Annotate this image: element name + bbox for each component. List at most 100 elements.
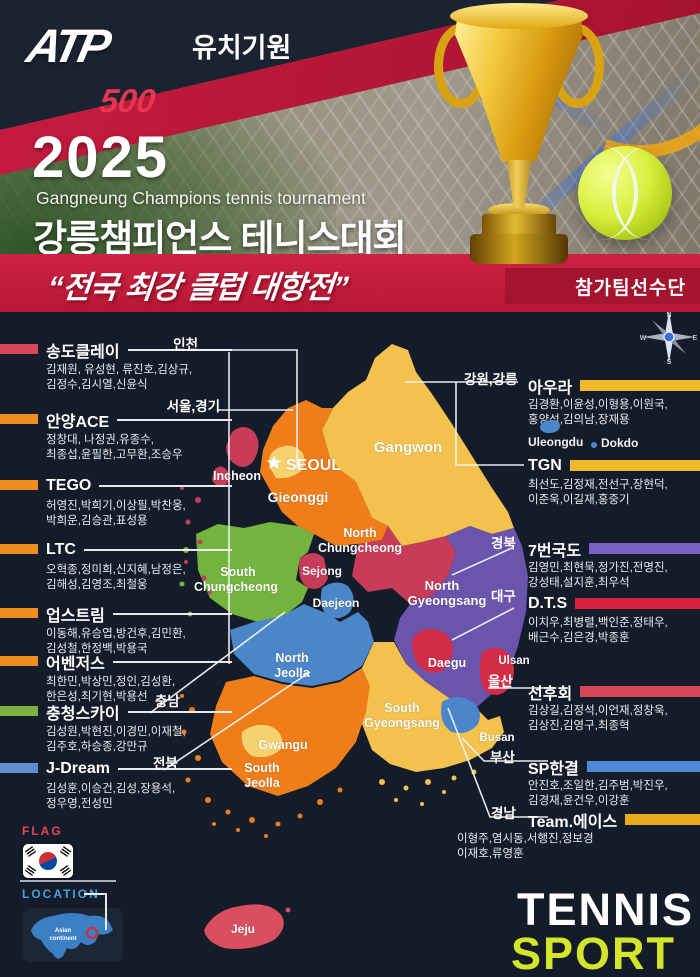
- team-players: 최선도,김정재,전선구,장현덕,: [528, 479, 668, 491]
- team-block-upstream: 업스트림 이동해,유승엽,방건후,김민환, 김성철,한정백,박용국: [0, 605, 232, 657]
- team-block-tego: TEGO 허영진,박희기,이상필,박찬웅, 박희운,김승관,표성용: [0, 477, 232, 529]
- map-label-north-gyeongsang: North: [425, 578, 460, 593]
- team-name: 선후회: [528, 685, 573, 703]
- asia-continent-shape: [31, 913, 113, 959]
- map-label-south-jeolla: Jeolla: [244, 776, 280, 790]
- map-region-gangwon: [322, 344, 514, 546]
- team-players: 이동해,유승엽,방건후,김민환,: [46, 628, 186, 640]
- team-color-bar: [625, 814, 700, 825]
- year-title: 2025: [32, 125, 170, 190]
- team-name: D.T.S: [528, 594, 568, 612]
- team-color-bar: [569, 460, 700, 471]
- team-name: TEGO: [46, 477, 92, 494]
- team-name: 안양ACE: [46, 414, 110, 431]
- trophy-base: [482, 214, 556, 236]
- team-block-tgn: TGN 최선도,김정재,전선구,장현덕, 이준욱,이길재,홍중기: [528, 456, 700, 508]
- svg-text:N: N: [666, 312, 671, 319]
- region-label-daegu: 대구: [491, 589, 516, 604]
- atp-500-label: 500: [97, 82, 158, 119]
- flag-section-label: FLAG: [22, 824, 63, 838]
- team-players: 김주호,하승종,강만규: [46, 741, 148, 753]
- svg-text:E: E: [693, 335, 698, 342]
- map-region-south-chungcheong: [196, 522, 314, 622]
- map-label-daegu: Daegu: [428, 656, 466, 670]
- team-color-bar: [0, 414, 38, 424]
- map-region-daejeon: [320, 582, 354, 619]
- korean-title: 강릉챔피언스 테니스대회: [33, 218, 407, 254]
- dokdo-label: Dokdo: [601, 436, 639, 450]
- trophy-rim: [450, 3, 588, 29]
- team-underline: [112, 613, 232, 615]
- map-label-sejong: Sejong: [302, 564, 342, 578]
- team-name: 충청스카이: [46, 706, 120, 723]
- team-players: 박희운,김승관,표성용: [46, 515, 148, 527]
- map-label-gangwon: Gangwon: [374, 439, 442, 456]
- region-label-ulsan: 울산: [488, 674, 513, 689]
- brand-sport: SPORT: [510, 928, 676, 977]
- team-name: J-Dream: [46, 760, 111, 777]
- team-players: 이재호,류영훈: [457, 848, 524, 860]
- team-block-sp-hangyeol: SP한결 안진호,조일한,김주범,박진우, 김경재,윤건우,이강훈: [528, 757, 700, 809]
- team-players: 배근수,김은경,박종훈: [528, 632, 630, 644]
- team-block-seonhuhoe: 선후회 김상길,김정석,이언재,정창욱, 김상진,김영구,최종혁: [528, 682, 700, 734]
- team-underline: [127, 711, 232, 713]
- tennis-ball-icon: [578, 146, 672, 240]
- team-players: 최종섭,윤필한,고무환,조승우: [46, 449, 183, 461]
- participants-ribbon-label: 참가팀선수단: [575, 277, 686, 299]
- team-players: 김경재,윤건우,이강훈: [528, 795, 630, 807]
- region-label-gyeongbuk: 경북: [491, 536, 516, 551]
- team-block-chungcheong-sky: 충청스카이 김성원,박현진,이경민,이재철, 김주호,하승종,강만규: [0, 703, 232, 755]
- team-block-jdream: J-Dream 김성훈,이승건,김성,장용석, 정우영,전성민: [0, 760, 232, 812]
- team-players: 김영민,최현묵,정가진,전명진,: [528, 562, 668, 574]
- team-color-bar: [0, 344, 38, 354]
- map-label-gwangju: Gwangu: [258, 738, 307, 752]
- team-players: 허영진,박희기,이상필,박찬웅,: [46, 500, 186, 512]
- team-color-bar: [0, 763, 38, 773]
- map-label-south-gyeongsang: Gyeongsang: [364, 716, 440, 730]
- map-label-gyeonggi: Gieonggi: [268, 489, 329, 505]
- korea-flag-icon: [23, 844, 73, 878]
- footer-divider: [20, 880, 116, 882]
- team-name: TGN: [528, 456, 562, 474]
- map-label-south-chungcheong: Chungcheong: [194, 580, 278, 594]
- team-name: LTC: [46, 541, 76, 558]
- trophy-icon: [434, 2, 604, 302]
- team-players: 최한민,박상민,정인,김성환,: [46, 676, 176, 688]
- ulleungdo-label: Uleongdu: [528, 435, 584, 449]
- team-block-songdoclay: 송도클레이 김재원, 유성현, 류진호,김상규, 김정수,김시열,신윤식: [0, 341, 232, 393]
- dokdo-island: [591, 442, 597, 448]
- team-name: 업스트림: [46, 608, 105, 625]
- team-players: 이치우,최병렬,백인준,정태우,: [528, 617, 668, 629]
- trigram-icon: [59, 846, 72, 857]
- team-block-ltc: LTC 오혁종,정미희,신지혜,남정은, 김해성,김영조,최철웅: [0, 541, 232, 593]
- svg-text:S: S: [667, 359, 672, 366]
- region-label-gyeongnam: 경남: [491, 806, 516, 821]
- trophy-base: [470, 234, 568, 264]
- map-region-ulsan: [479, 647, 514, 695]
- atp-logo: ATP: [22, 19, 113, 72]
- team-players: 강성태,설지훈,최우석: [528, 577, 630, 589]
- map-region-jeju: [204, 904, 284, 949]
- location-section-label: LOCATION: [22, 887, 100, 901]
- team-name: 어벤저스: [46, 656, 105, 673]
- team-underline: [83, 549, 232, 551]
- trophy-stem: [506, 160, 532, 208]
- team-players: 김경환,이윤성,이형용,이원국,: [528, 399, 668, 411]
- team-name: 7번국도: [528, 542, 582, 560]
- map-label-busan: Busan: [479, 732, 514, 744]
- map-region-north-chungcheong: [352, 526, 456, 604]
- map-label-south-gyeongsang: South: [384, 701, 419, 715]
- ulleungdo-island: [540, 420, 560, 433]
- map-region-daegu: [412, 629, 453, 673]
- team-block-road7: 7번국도 김영민,최현묵,정가진,전명진, 강성태,설지훈,최우석: [528, 539, 700, 591]
- team-players: 김재원, 유성현, 류진호,김상규,: [46, 364, 193, 376]
- team-players: 정창대, 나정권,유종수,: [46, 434, 154, 446]
- team-underline: [127, 349, 232, 351]
- team-players: 안진호,조일한,김주범,박진우,: [528, 780, 668, 792]
- team-block-avengers: 어벤저스 최한민,박상민,정인,김성환, 한은성,최기현,박용선: [0, 653, 232, 705]
- trophy-collar: [488, 203, 550, 217]
- brand-tennis: TENNIS: [516, 884, 694, 935]
- incheon-islands: [180, 486, 212, 594]
- jeju-islet: [285, 907, 291, 913]
